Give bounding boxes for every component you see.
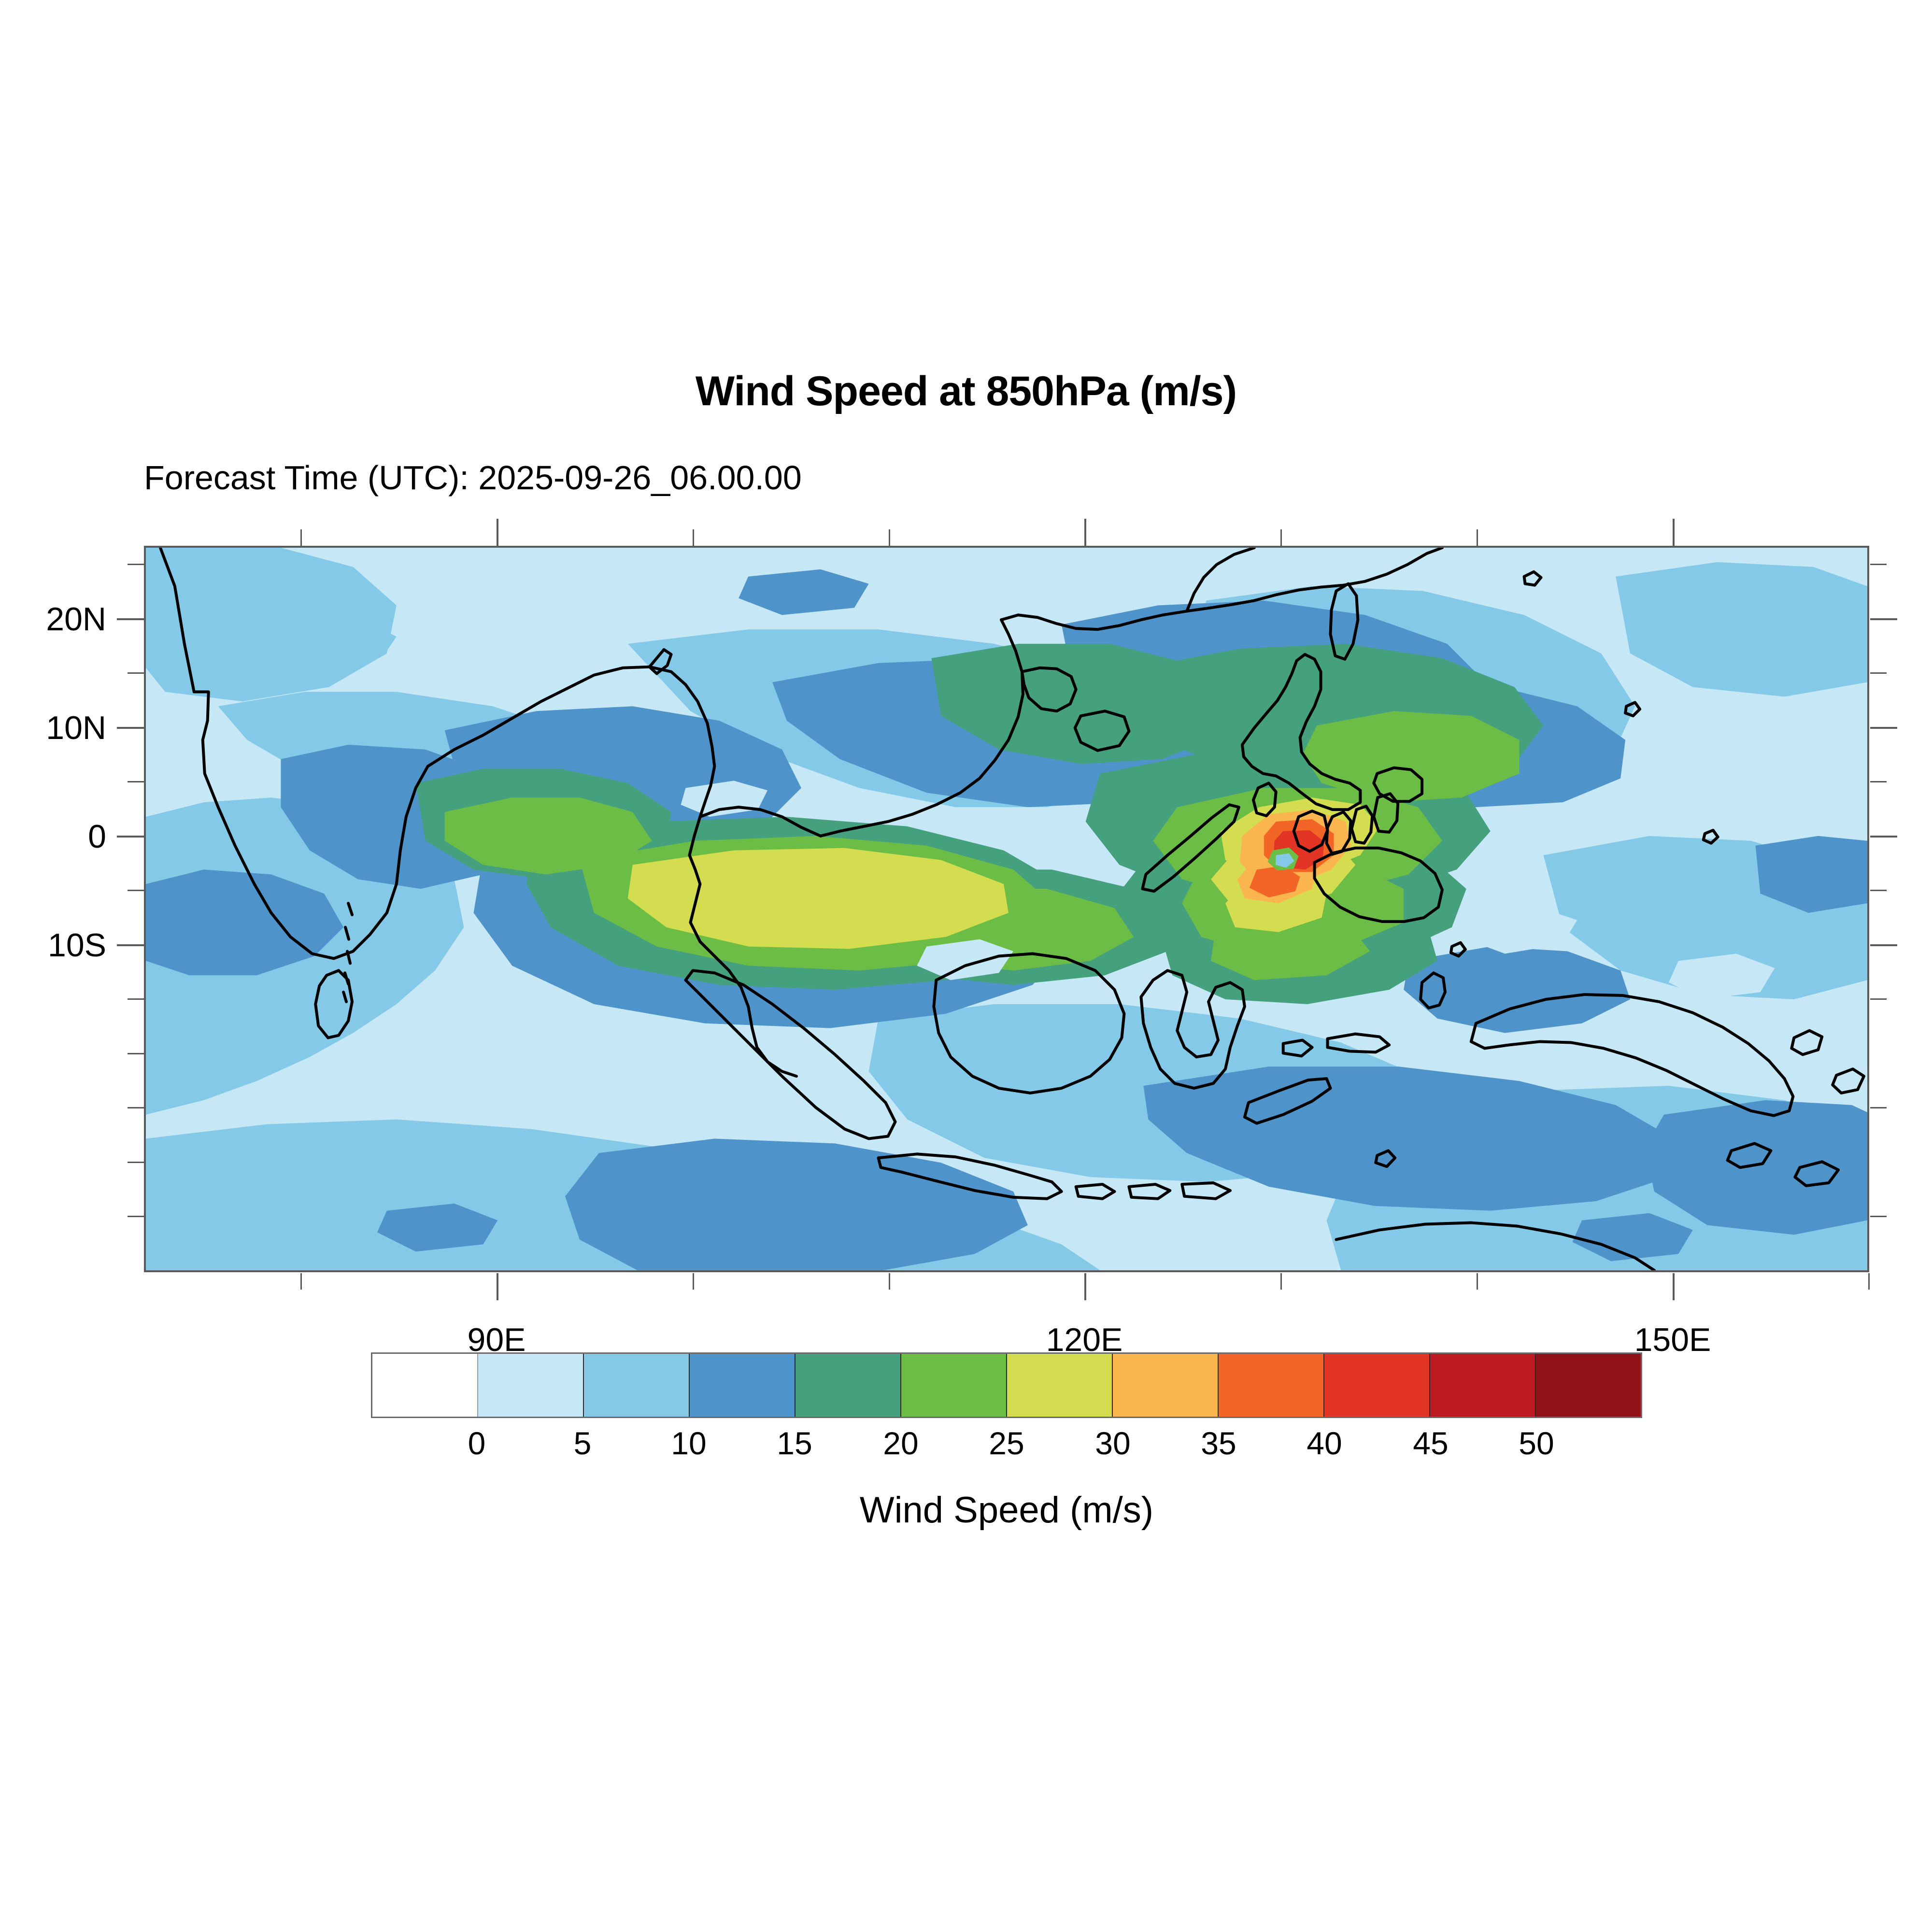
page-title: Wind Speed at 850hPa (m/s)	[695, 368, 1237, 414]
colorbar-swatch-over-50	[1536, 1354, 1641, 1417]
colorbar-swatch-30-35	[1113, 1354, 1219, 1417]
ytick-label-10s: 10S	[48, 927, 106, 964]
xtick-minor	[889, 1273, 890, 1290]
ytick-minor	[128, 1107, 144, 1108]
forecast-time-subtitle: Forecast Time (UTC): 2025-09-26_06.00.00	[144, 459, 802, 497]
xtick-top-minor	[1280, 529, 1282, 546]
ytick-label-0: 0	[88, 818, 106, 855]
ytick-right-minor	[1870, 1216, 1887, 1217]
ytick-label-10n: 10N	[46, 710, 106, 746]
colorbar-swatch-0-5	[478, 1354, 584, 1417]
ytick-minor	[128, 672, 144, 674]
xtick-top-minor	[1477, 529, 1478, 546]
colorbar-swatch-40-45	[1324, 1354, 1430, 1417]
map-plot-area	[144, 546, 1869, 1272]
ytick-right-minor	[1870, 672, 1887, 674]
ytick-major-0	[117, 836, 144, 838]
ytick-minor	[128, 1053, 144, 1054]
ytick-right-major	[1870, 618, 1897, 620]
ytick-right-minor	[1870, 998, 1887, 1000]
xtick-major-150e	[1673, 1273, 1675, 1300]
colorbar-axis-label: Wind Speed (m/s)	[859, 1490, 1154, 1531]
ytick-right-major	[1870, 727, 1897, 729]
ytick-minor	[128, 1162, 144, 1163]
colorbar-tick-50: 50	[1519, 1425, 1554, 1461]
colorbar-swatch-10-15	[690, 1354, 796, 1417]
colorbar-swatch-under-0	[372, 1354, 478, 1417]
ytick-minor	[128, 998, 144, 1000]
colorbar-swatch-5-10	[584, 1354, 690, 1417]
colorbar-tick-10: 10	[671, 1425, 707, 1461]
colorbar-tick-40: 40	[1307, 1425, 1342, 1461]
colorbar-tick-35: 35	[1201, 1425, 1236, 1461]
xtick-major-120e	[1084, 1273, 1086, 1300]
xtick-major-90e	[497, 1273, 498, 1300]
xtick-top-major	[1673, 519, 1675, 546]
contour-fill-layer	[146, 548, 1867, 1270]
ytick-minor	[128, 781, 144, 782]
colorbar	[371, 1352, 1642, 1418]
xtick-label-120e: 120E	[1046, 1321, 1123, 1358]
ytick-label-20n: 20N	[46, 601, 106, 638]
ytick-right-minor	[1870, 781, 1887, 782]
xtick-minor	[300, 1273, 302, 1290]
ytick-minor	[128, 890, 144, 891]
xtick-label-150e: 150E	[1634, 1321, 1711, 1358]
colorbar-tick-15: 15	[777, 1425, 812, 1461]
xtick-top-minor	[889, 529, 890, 546]
xtick-minor	[1280, 1273, 1282, 1290]
ytick-right-minor	[1870, 890, 1887, 891]
ytick-major-20n	[117, 618, 144, 620]
colorbar-swatch-45-50	[1430, 1354, 1536, 1417]
colorbar-tick-30: 30	[1095, 1425, 1131, 1461]
colorbar-tick-0: 0	[468, 1425, 486, 1461]
ytick-minor	[128, 564, 144, 565]
ytick-major-10s	[117, 944, 144, 946]
xtick-top-major	[497, 519, 498, 546]
ytick-right-minor	[1870, 1107, 1887, 1108]
coastline-layer	[158, 548, 1866, 1270]
colorbar-tick-5: 5	[573, 1425, 592, 1461]
xtick-label-90e: 90E	[467, 1321, 526, 1358]
colorbar-swatch-35-40	[1219, 1354, 1324, 1417]
ytick-right-major	[1870, 836, 1897, 838]
xtick-top-minor	[300, 529, 302, 546]
xtick-minor	[693, 1273, 694, 1290]
colorbar-swatch-20-25	[901, 1354, 1007, 1417]
xtick-minor	[1868, 1273, 1870, 1290]
xtick-top-minor	[693, 529, 694, 546]
colorbar-tick-25: 25	[989, 1425, 1024, 1461]
colorbar-tick-20: 20	[883, 1425, 919, 1461]
xtick-top-major	[1084, 519, 1086, 546]
colorbar-tick-45: 45	[1413, 1425, 1449, 1461]
colorbar-swatch-25-30	[1007, 1354, 1113, 1417]
wind-speed-contour-map	[146, 548, 1867, 1270]
xtick-minor	[1477, 1273, 1478, 1290]
ytick-right-major	[1870, 944, 1897, 946]
ytick-major-10n	[117, 727, 144, 729]
ytick-minor	[128, 1216, 144, 1217]
colorbar-swatch-15-20	[796, 1354, 901, 1417]
ytick-right-minor	[1870, 564, 1887, 565]
